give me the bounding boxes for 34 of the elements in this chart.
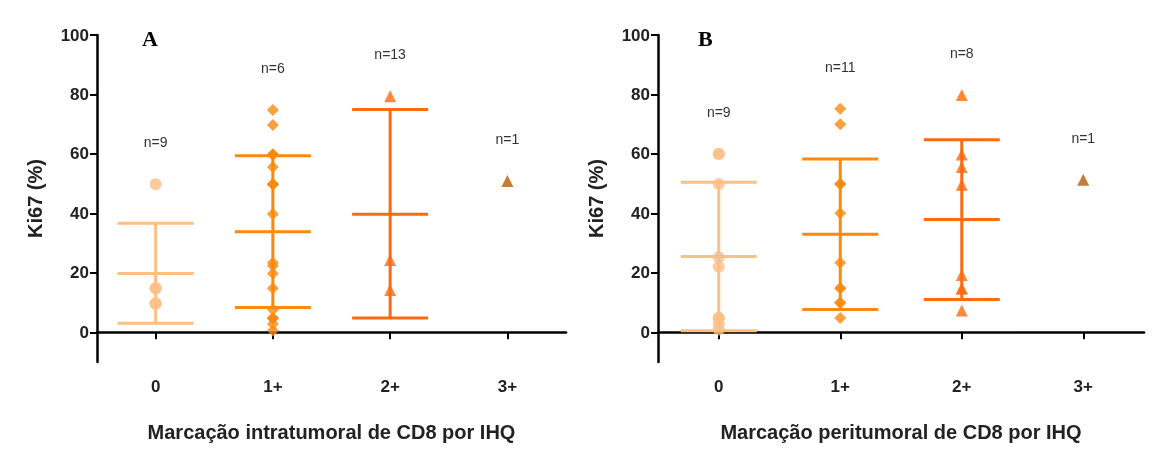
y-axis-title: Ki67 (%)	[24, 159, 46, 238]
annotation: n=9	[706, 103, 731, 120]
x-tick-label: 0	[714, 377, 724, 396]
annotation: n=9	[143, 134, 168, 151]
x-tick-label: 2+	[380, 377, 400, 396]
y-tick-label: 60	[631, 144, 650, 164]
annotation: n=1	[1071, 129, 1096, 146]
x-tick-label: 2+	[952, 377, 972, 396]
y-tick-label: 20	[631, 263, 650, 283]
annotation: n=1	[495, 130, 520, 147]
y-tick-label: 100	[621, 25, 650, 45]
chart-title: A	[142, 25, 158, 51]
x-tick-label: 1+	[263, 377, 283, 396]
y-axis-title: Ki67 (%)	[585, 159, 607, 238]
y-tick-label: 60	[70, 144, 89, 164]
chart-title: B	[698, 25, 713, 51]
x-tick-label: 3+	[1073, 377, 1094, 396]
y-tick-label: 0	[79, 322, 89, 342]
annotation: n=13	[374, 46, 407, 63]
y-tick-label: 80	[631, 84, 650, 104]
x-tick-label: 1+	[830, 377, 851, 396]
x-tick-label: 3+	[497, 377, 518, 396]
y-tick-label: 40	[631, 203, 650, 223]
y-tick-label: 20	[70, 263, 89, 283]
y-tick-label: 40	[70, 203, 89, 223]
x-axis-title: Marcação intratumoral de CD8 por IHQ	[147, 421, 516, 443]
y-tick-label: 0	[640, 322, 650, 342]
annotation: n=6	[261, 59, 285, 76]
y-tick-label: 80	[70, 84, 89, 104]
y-tick-label: 100	[60, 25, 89, 45]
annotation: n=11	[825, 58, 856, 75]
x-axis-title: Marcação peritumoral de CD8 por IHQ	[720, 421, 1082, 443]
annotation: n=8	[949, 45, 974, 62]
x-tick-label: 0	[150, 377, 161, 396]
